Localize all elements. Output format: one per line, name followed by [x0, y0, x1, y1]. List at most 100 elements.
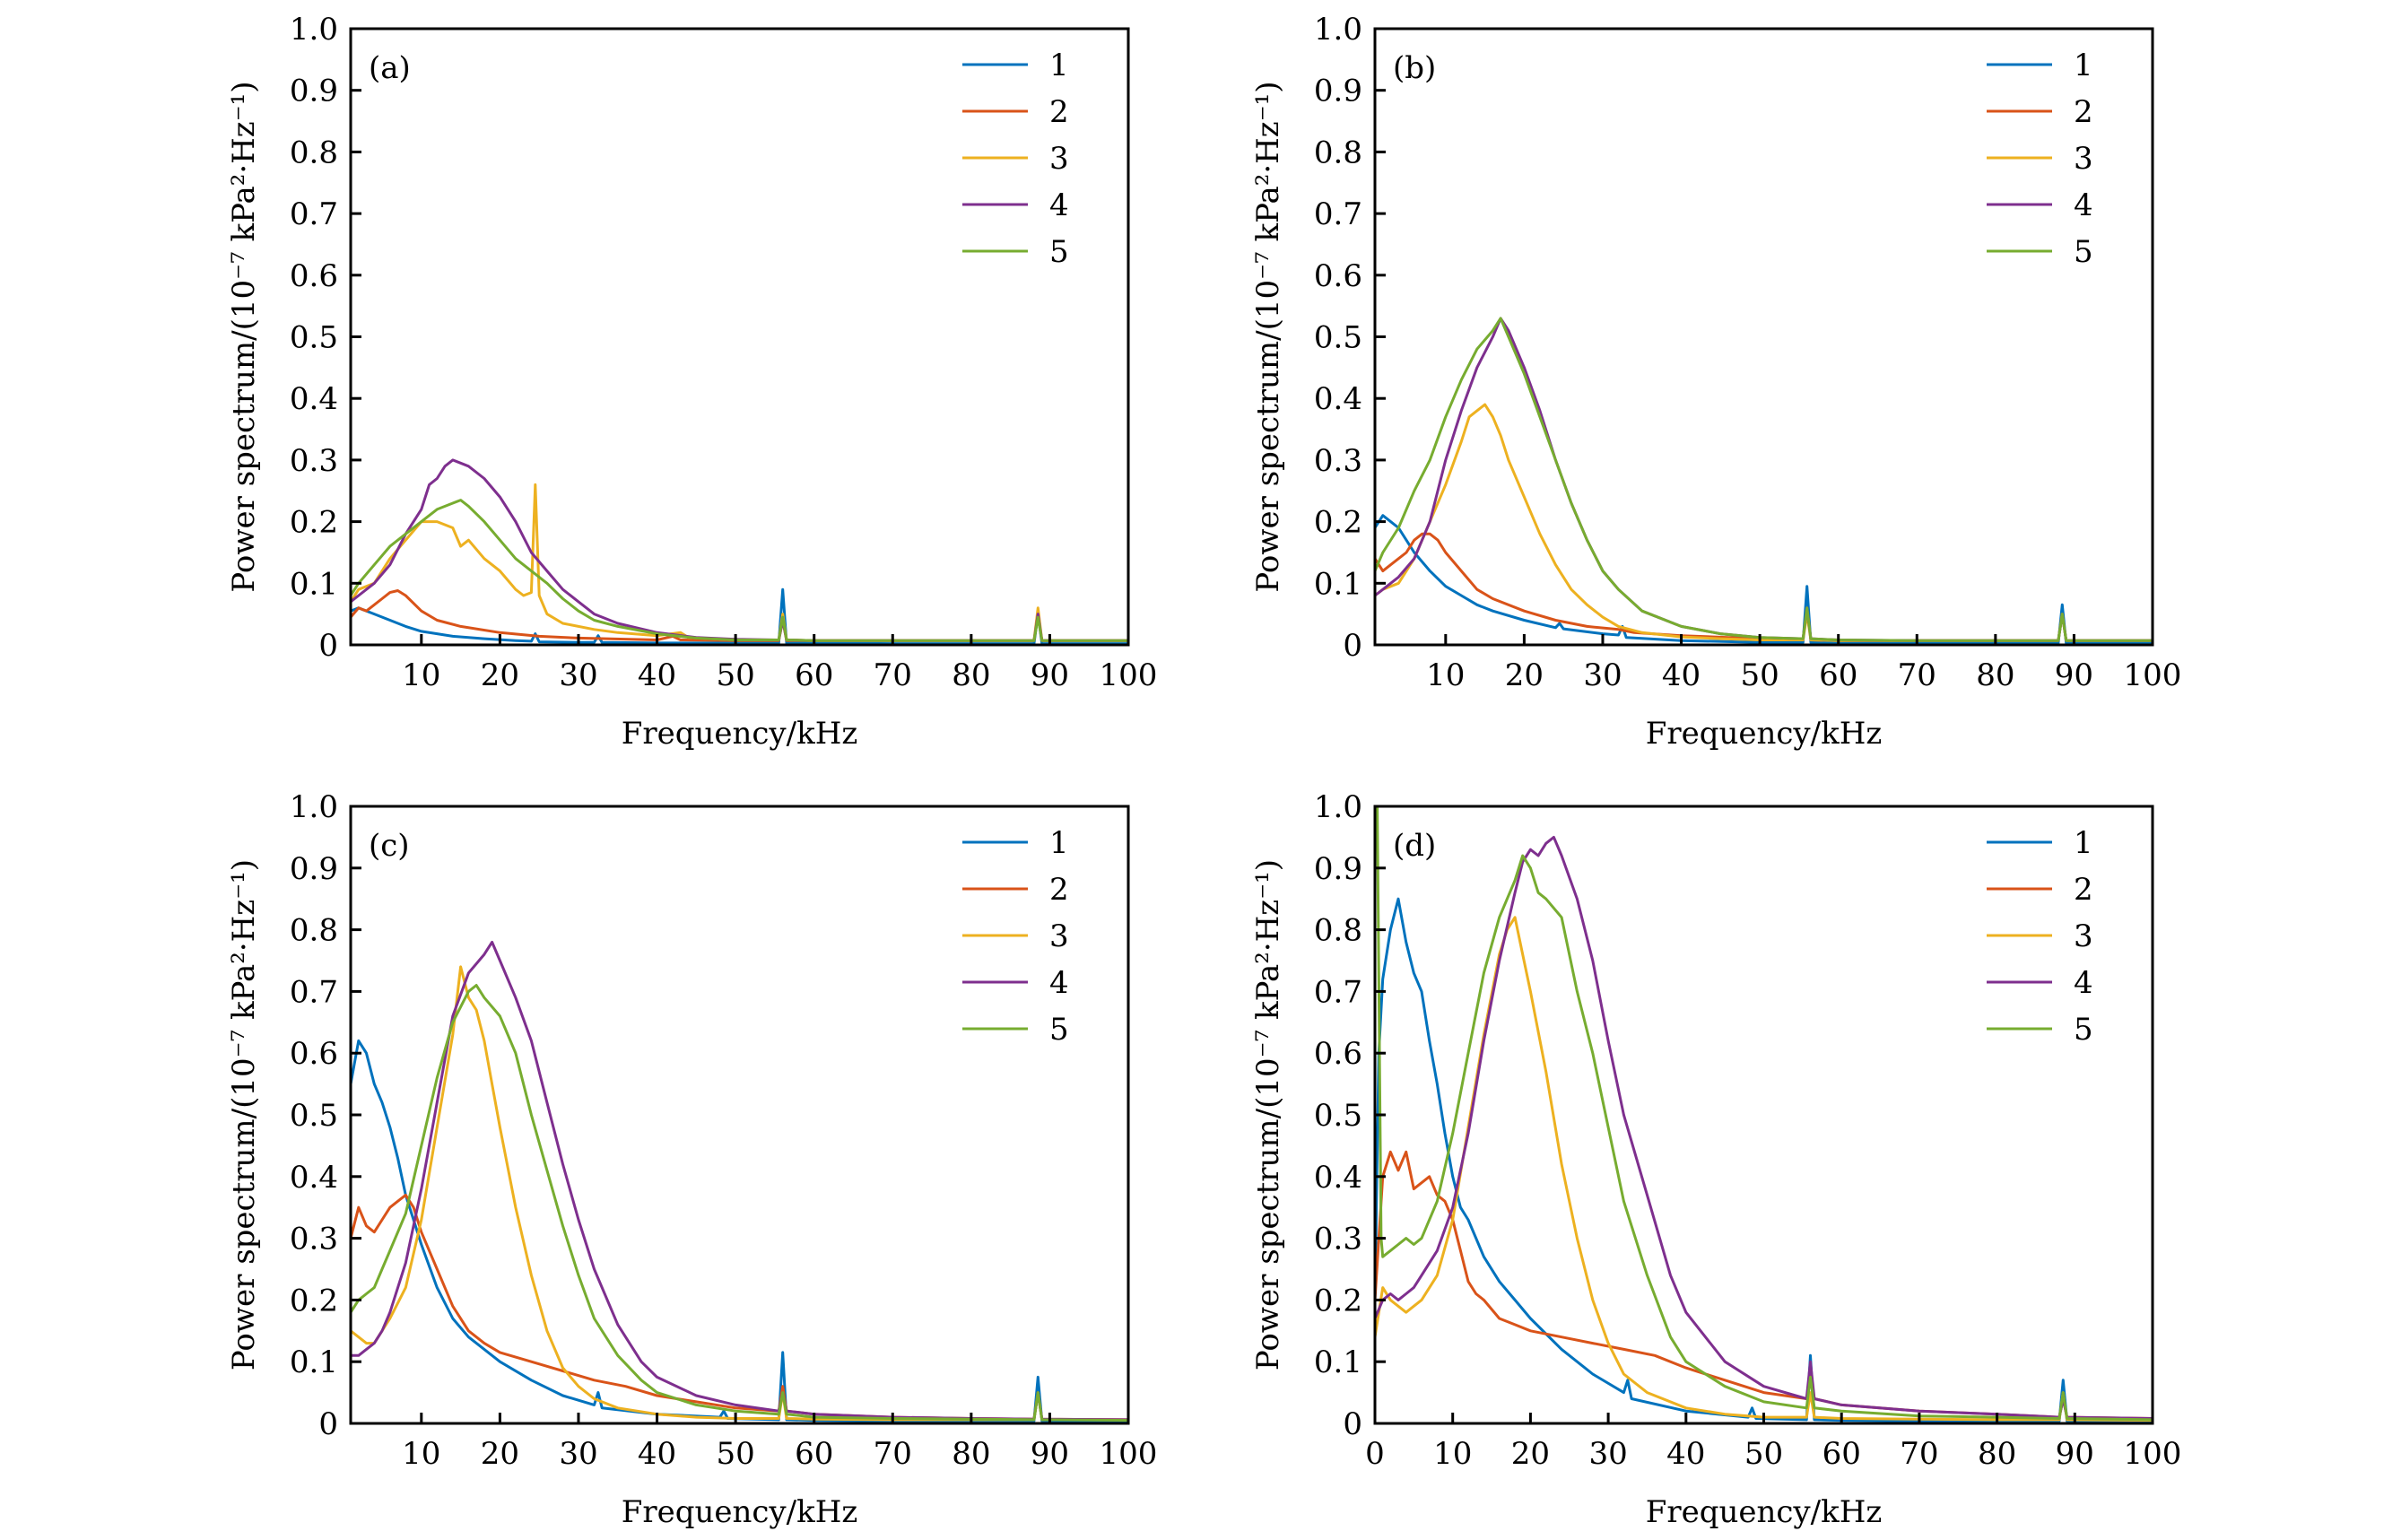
- y-tick-label: 0.8: [290, 135, 338, 170]
- x-tick-label: 60: [795, 1436, 833, 1472]
- y-tick-label: 0.9: [1314, 851, 1362, 887]
- y-tick-label: 1.0: [290, 12, 338, 48]
- x-tick-label: 60: [1819, 657, 1857, 693]
- y-tick-label: 0.9: [290, 74, 338, 109]
- x-tick-label: 80: [1976, 657, 2014, 693]
- y-tick-label: 0.2: [1314, 505, 1362, 541]
- y-tick-label: 1.0: [290, 789, 338, 825]
- series-line-1: [1375, 897, 2153, 1423]
- y-tick-label: 0: [318, 1406, 338, 1442]
- y-tick-label: 0.6: [1314, 1036, 1362, 1072]
- y-tick-label: 0.7: [290, 196, 338, 232]
- y-tick-label: 0.8: [1314, 135, 1362, 170]
- legend-label-3: 3: [2074, 141, 2093, 177]
- series-line-2: [1375, 1150, 2153, 1420]
- x-tick-label: 90: [1031, 1436, 1069, 1472]
- x-tick-label: 60: [1822, 1436, 1861, 1472]
- y-tick-label: 0.6: [290, 258, 338, 294]
- series-line-2: [351, 589, 1128, 642]
- panel-c: 0 0.1 0.2 0.3 0.4 0.5 0.6 0.7 0.8 0.9 1.0 10 20 30 40 5…: [226, 789, 1157, 1530]
- series-line-4: [1375, 317, 2153, 642]
- x-tick-label: 10: [1433, 1436, 1472, 1472]
- legend-label-4: 4: [1049, 965, 1069, 1001]
- panel-b: 0 0.1 0.2 0.3 0.4 0.5 0.6 0.7 0.8 0.9 1.0 10 20 30 40 5…: [1250, 12, 2181, 752]
- x-tick-label: 20: [1511, 1436, 1550, 1472]
- x-tick-label: 100: [2124, 1436, 2182, 1472]
- x-axis-label: Frequency/kHz: [622, 716, 858, 752]
- y-axis-label: Power spectrum/(10⁻⁷ kPa²·Hz⁻¹): [226, 81, 262, 592]
- legend: 1 2 3 4 5: [962, 48, 1069, 270]
- x-tick-label: 30: [1583, 657, 1622, 693]
- legend-label-1: 1: [2074, 48, 2093, 83]
- x-tick-label: 50: [716, 1436, 754, 1472]
- legend-label-2: 2: [1049, 94, 1069, 130]
- x-axis-label: Frequency/kHz: [622, 1494, 858, 1530]
- legend-label-3: 3: [1049, 918, 1069, 954]
- series-line-3: [1375, 403, 2153, 642]
- legend-label-2: 2: [2074, 94, 2093, 130]
- y-tick-label: 0: [1343, 628, 1362, 664]
- panel-a: 0 0.1 0.2 0.3 0.4 0.5 0.6 0.7 0.8 0.9 1.0 10 20 30 40 5…: [226, 12, 1157, 752]
- x-tick-label: 20: [481, 657, 519, 693]
- x-tick-label: 30: [559, 1436, 597, 1472]
- y-tick-label: 0.8: [1314, 913, 1362, 949]
- y-tick-label: 0.4: [1314, 381, 1362, 417]
- x-tick-label: 10: [402, 657, 440, 693]
- legend-label-5: 5: [2074, 234, 2093, 270]
- legend-label-4: 4: [1049, 187, 1069, 223]
- legend: 1 2 3 4 5: [962, 825, 1069, 1048]
- x-tick-label: 90: [2056, 1436, 2094, 1472]
- legend-label-2: 2: [2074, 872, 2093, 908]
- x-tick-label: 80: [952, 1436, 990, 1472]
- panel-label: (d): [1393, 828, 1436, 864]
- series-line-5: [1375, 806, 2153, 1422]
- x-tick-label: 10: [402, 1436, 440, 1472]
- x-tick-label: 70: [874, 657, 912, 693]
- y-tick-label: 0.7: [290, 974, 338, 1010]
- series-group: [1375, 317, 2153, 645]
- legend: 1 2 3 4 5: [1987, 48, 2093, 270]
- x-tick-label: 10: [1426, 657, 1465, 693]
- y-tick-label: 0.3: [290, 1222, 338, 1257]
- y-tick-label: 0.1: [1314, 1344, 1362, 1380]
- x-tick-label: 40: [1666, 1436, 1705, 1472]
- y-tick-label: 0.3: [1314, 1222, 1362, 1257]
- y-axis-label: Power spectrum/(10⁻⁷ kPa²·Hz⁻¹): [1250, 81, 1286, 592]
- y-tick-label: 0: [1343, 1406, 1362, 1442]
- y-tick-label: 0.5: [290, 1098, 338, 1134]
- x-tick-label: 50: [716, 657, 754, 693]
- y-tick-label: 0.9: [1314, 74, 1362, 109]
- y-tick-label: 0.1: [290, 566, 338, 602]
- y-tick-label: 0.8: [290, 913, 338, 949]
- y-tick-label: 0.6: [290, 1036, 338, 1072]
- x-tick-label: 100: [2124, 657, 2182, 693]
- series-line-4: [351, 940, 1128, 1422]
- series-line-5: [351, 499, 1128, 642]
- legend-label-3: 3: [1049, 141, 1069, 177]
- y-tick-label: 1.0: [1314, 12, 1362, 48]
- axes-frame: [349, 27, 1130, 647]
- y-tick-label: 0.5: [1314, 1098, 1362, 1134]
- x-tick-label: 50: [1744, 1436, 1783, 1472]
- series-line-5: [351, 984, 1128, 1423]
- series-group: [351, 940, 1128, 1423]
- panel-label: (b): [1393, 50, 1436, 86]
- y-tick-label: 0.5: [290, 320, 338, 356]
- y-tick-label: 0.4: [290, 381, 338, 417]
- series-line-3: [1375, 916, 2153, 1423]
- y-tick-label: 0.7: [1314, 974, 1362, 1010]
- x-tick-label: 90: [2055, 657, 2093, 693]
- series-line-1: [1375, 514, 2153, 645]
- x-tick-label: 90: [1031, 657, 1069, 693]
- x-tick-label: 40: [638, 657, 676, 693]
- legend-label-1: 1: [1049, 48, 1069, 83]
- legend-label-1: 1: [1049, 825, 1069, 861]
- series-group: [1375, 806, 2153, 1423]
- y-tick-label: 0: [318, 628, 338, 664]
- y-tick-label: 0.6: [1314, 258, 1362, 294]
- y-tick-label: 0.1: [1314, 566, 1362, 602]
- y-axis-label: Power spectrum/(10⁻⁷ kPa²·Hz⁻¹): [1250, 859, 1286, 1370]
- x-tick-label: 80: [1978, 1436, 2016, 1472]
- x-tick-label: 70: [874, 1436, 912, 1472]
